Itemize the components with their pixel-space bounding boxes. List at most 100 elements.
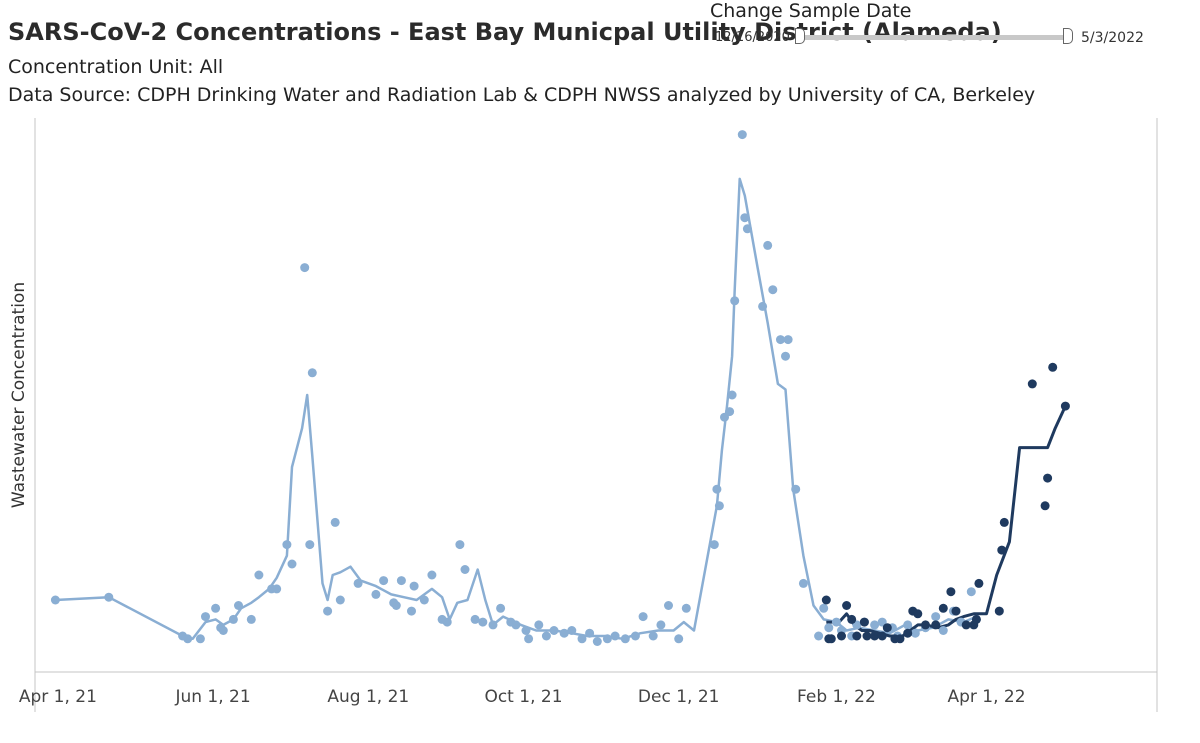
sample-point-2 [961,620,971,630]
sample-point-1 [712,484,722,494]
sample-point-1 [521,626,531,635]
sample-point-1 [419,595,429,605]
x-axis-ticks: Apr 1, 21 Jun 1, 21 Aug 1, 21 Oct 1, 21 Dec … [19,687,1026,707]
sample-point-1 [524,634,534,644]
sample-point-1 [638,612,648,622]
sample-point-1 [831,617,841,627]
sample-point-2 [859,617,869,627]
sample-point-1 [427,570,437,580]
sample-point-1 [559,628,569,638]
concentration-unit-label: Concentration Unit: All [8,56,224,78]
sample-point-2 [1060,401,1070,411]
sample-point-2 [999,517,1009,527]
sample-point-1 [201,612,210,622]
sample-point-1 [931,612,941,622]
sample-point-2 [921,620,930,630]
sample-point-2 [971,614,981,624]
date-range-slider[interactable] [800,35,1068,40]
x-tick-label: Feb 1, 22 [797,687,876,707]
sample-point-2 [847,614,857,624]
sample-point-1 [300,263,310,273]
sample-point-2 [870,631,880,641]
sample-point-1 [758,301,768,311]
sample-point-1 [282,540,292,550]
sample-point-1 [781,351,790,361]
sample-point-1 [870,620,880,630]
dashboard-title: SARS-CoV-2 Concentrations - East Bay Mun… [8,18,1002,46]
x-tick-label: Dec 1, 21 [638,687,720,707]
sample-point-1 [305,540,315,550]
sample-point-1 [409,581,419,591]
sample-point-1 [391,601,401,610]
sample-point-1 [534,620,544,630]
sample-point-1 [496,603,506,613]
sample-point-1 [218,626,228,635]
sample-point-1 [903,620,913,630]
data-source-label: Data Source: CDPH Drinking Water and Rad… [8,84,1036,106]
sample-point-2 [877,631,887,641]
sample-point-1 [938,626,948,635]
sample-point-2 [931,620,941,630]
sample-point-1 [791,484,801,494]
y-axis-title: Wastewater Concentration [9,282,29,508]
sample-point-1 [323,606,333,616]
sample-point-1 [541,631,551,641]
sample-point-2 [913,609,923,619]
x-tick-label: Jun 1, 21 [174,687,250,707]
sample-point-1 [460,565,470,574]
sample-point-1 [742,224,752,234]
sample-point-2 [862,631,872,641]
sample-point-1 [630,631,640,641]
sample-point-1 [592,637,602,646]
date-range-start-handle[interactable] [795,28,805,44]
sample-point-1 [254,570,264,580]
sample-point-1 [610,631,620,641]
sample-point-1 [585,628,595,638]
sample-point-2 [882,623,892,633]
sample-point-2 [994,606,1004,616]
sample-point-1 [272,584,282,594]
sample-point-1 [442,617,452,627]
sample-point-1 [776,335,785,345]
sample-point-1 [966,587,976,597]
sample-point-1 [353,578,363,588]
sample-point-2 [946,587,956,597]
sample-point-2 [997,545,1007,555]
sample-point-1 [798,578,808,588]
x-tick-label: Apr 1, 21 [19,687,97,707]
x-tick-label: Aug 1, 21 [327,687,409,707]
sample-point-2 [826,634,836,644]
chart-axes [34,118,1158,712]
sample-point-2 [837,631,846,641]
x-tick-label: Apr 1, 22 [947,687,1025,707]
sample-point-1 [488,620,498,630]
sample-point-1 [511,620,521,630]
sample-point-1 [407,606,416,616]
sample-point-1 [228,614,238,624]
sample-point-1 [740,213,750,223]
sample-point-2 [852,631,862,641]
sample-point-1 [567,626,577,635]
sample-point-2 [1027,379,1037,389]
sample-points [50,130,1070,646]
trend-line-2 [826,405,1067,638]
sample-point-2 [1048,362,1058,372]
date-range-end-handle[interactable] [1063,28,1073,44]
sample-point-1 [455,540,465,550]
sample-point-1 [195,634,205,644]
sample-point-2 [1043,473,1053,483]
x-tick-label: Oct 1, 21 [484,687,562,707]
sample-point-2 [1040,501,1050,511]
sample-point-1 [470,614,480,624]
sample-point-1 [814,631,824,641]
sample-point-1 [730,296,740,306]
sample-point-1 [602,634,612,644]
sample-point-2 [895,634,905,644]
sample-point-1 [307,368,317,378]
sample-point-1 [656,620,666,630]
sample-point-1 [709,540,719,550]
sample-point-1 [549,626,559,635]
sample-point-1 [674,634,684,644]
sample-point-1 [714,501,724,511]
sample-point-1 [371,589,381,599]
